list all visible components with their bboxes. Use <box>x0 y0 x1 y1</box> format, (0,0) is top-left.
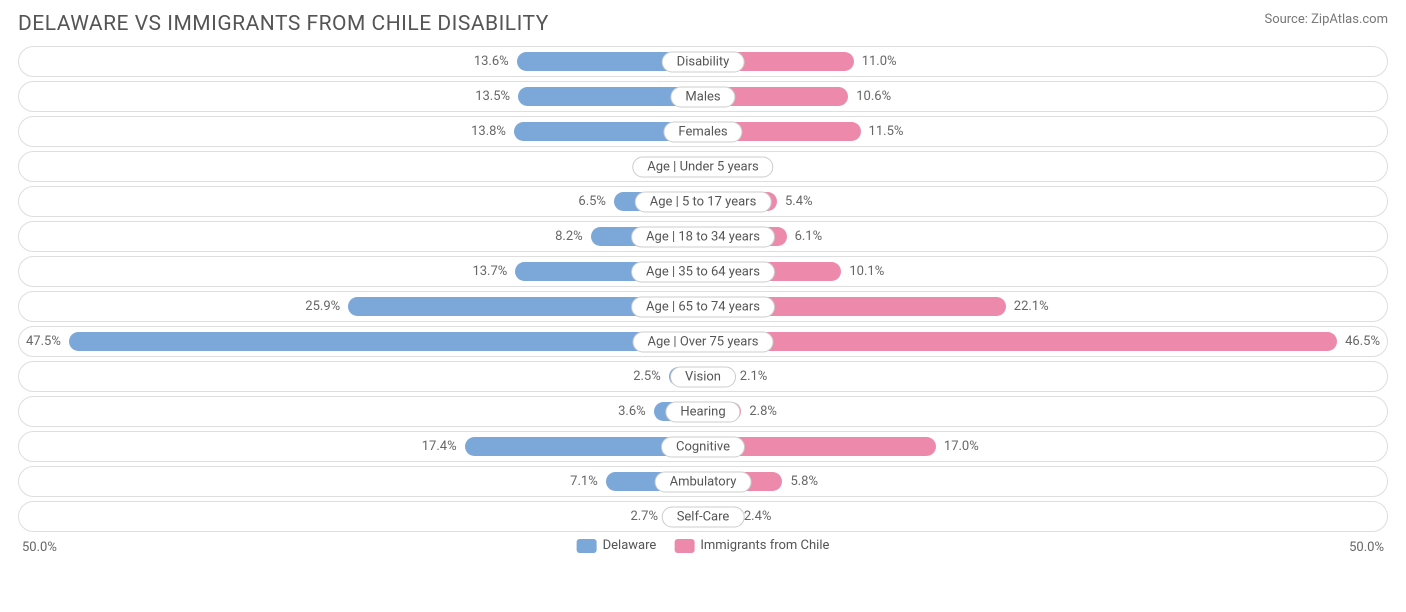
category-label: Age | Under 5 years <box>632 156 773 177</box>
chart-row: 2.5% 2.1%Vision <box>18 361 1388 392</box>
row-right-half: 10.1% <box>703 256 1388 287</box>
right-value: 46.5% <box>1337 334 1388 349</box>
category-label: Cognitive <box>661 436 745 457</box>
category-label: Age | 35 to 64 years <box>631 261 775 282</box>
right-value: 5.4% <box>777 194 821 209</box>
left-value: 3.6% <box>610 404 654 419</box>
diverging-bar-chart: 13.6% 11.0% Disability 13.5% 10.6% Males 13.8%… <box>0 40 1406 532</box>
right-value: 11.5% <box>861 124 912 139</box>
row-left-half: 2.5% <box>18 361 703 392</box>
left-value: 13.7% <box>464 264 515 279</box>
row-left-half: 2.7% <box>18 501 703 532</box>
row-left-half: 13.7% <box>18 256 703 287</box>
category-label: Disability <box>662 51 745 72</box>
chart-row: 1.5%1.3%Age | Under 5 years <box>18 151 1388 182</box>
chart-row: 8.2% 6.1% Age | 18 to 34 years <box>18 221 1388 252</box>
legend-label-right: Immigrants from Chile <box>700 538 829 553</box>
row-right-half: 10.6% <box>703 81 1388 112</box>
right-value: 17.0% <box>936 439 987 454</box>
chart-row: 13.6% 11.0% Disability <box>18 46 1388 77</box>
row-left-half: 13.6% <box>18 46 703 77</box>
left-value: 8.2% <box>547 229 591 244</box>
row-right-half: 6.1% <box>703 221 1388 252</box>
row-left-half: 1.5% <box>18 151 703 182</box>
row-left-half: 8.2% <box>18 221 703 252</box>
right-value: 10.1% <box>841 264 892 279</box>
row-right-half: 2.8% <box>703 396 1388 427</box>
left-value: 13.5% <box>467 89 518 104</box>
category-label: Age | 18 to 34 years <box>631 226 775 247</box>
source-attribution: Source: ZipAtlas.com <box>1264 12 1388 27</box>
category-label: Self-Care <box>662 506 745 527</box>
row-right-half: 5.8% <box>703 466 1388 497</box>
chart-title: DELAWARE VS IMMIGRANTS FROM CHILE DISABI… <box>18 12 549 36</box>
row-right-half: 2.1% <box>703 361 1388 392</box>
left-value: 13.6% <box>466 54 517 69</box>
right-bar <box>703 332 1337 351</box>
row-left-half: 13.5% <box>18 81 703 112</box>
chart-footer: 50.0% 50.0% Delaware Immigrants from Chi… <box>18 536 1388 564</box>
left-bar <box>69 332 703 351</box>
row-right-half: 46.5% <box>703 326 1388 357</box>
row-left-half: 13.8% <box>18 116 703 147</box>
chart-row: 13.8% 11.5% Females <box>18 116 1388 147</box>
chart-row: 2.7% 2.4%Self-Care <box>18 501 1388 532</box>
category-label: Females <box>663 121 742 142</box>
left-value: 6.5% <box>570 194 614 209</box>
right-value: 2.1% <box>732 369 776 384</box>
category-label: Males <box>670 86 735 107</box>
left-value: 13.8% <box>463 124 514 139</box>
left-value: 17.4% <box>414 439 465 454</box>
category-label: Age | 65 to 74 years <box>631 296 775 317</box>
legend-swatch-left <box>577 539 597 553</box>
left-value: 2.7% <box>622 509 666 524</box>
left-value: 47.5% <box>18 334 69 349</box>
row-left-half: 17.4% <box>18 431 703 462</box>
category-label: Hearing <box>665 401 740 422</box>
axis-max-left: 50.0% <box>22 540 57 555</box>
chart-row: 47.5% 46.5% Age | Over 75 years <box>18 326 1388 357</box>
left-value: 2.5% <box>625 369 669 384</box>
right-value: 6.1% <box>787 229 831 244</box>
chart-row: 13.5% 10.6% Males <box>18 81 1388 112</box>
chart-row: 17.4% 17.0% Cognitive <box>18 431 1388 462</box>
row-left-half: 3.6% <box>18 396 703 427</box>
row-left-half: 6.5% <box>18 186 703 217</box>
category-label: Age | Over 75 years <box>633 331 774 352</box>
row-right-half: 2.4% <box>703 501 1388 532</box>
legend-label-left: Delaware <box>603 538 657 553</box>
row-left-half: 47.5% <box>18 326 703 357</box>
chart-row: 6.5% 5.4% Age | 5 to 17 years <box>18 186 1388 217</box>
category-label: Vision <box>670 366 736 387</box>
chart-header: DELAWARE VS IMMIGRANTS FROM CHILE DISABI… <box>0 0 1406 40</box>
row-right-half: 11.5% <box>703 116 1388 147</box>
right-value: 2.8% <box>741 404 785 419</box>
row-left-half: 7.1% <box>18 466 703 497</box>
category-label: Ambulatory <box>655 471 752 492</box>
chart-row: 3.6% 2.8%Hearing <box>18 396 1388 427</box>
legend-swatch-right <box>674 539 694 553</box>
legend: Delaware Immigrants from Chile <box>577 538 830 553</box>
left-value: 7.1% <box>562 474 606 489</box>
chart-row: 7.1% 5.8% Ambulatory <box>18 466 1388 497</box>
row-left-half: 25.9% <box>18 291 703 322</box>
right-value: 10.6% <box>848 89 899 104</box>
legend-item-left: Delaware <box>577 538 657 553</box>
axis-max-right: 50.0% <box>1349 540 1384 555</box>
right-value: 11.0% <box>854 54 905 69</box>
right-value: 22.1% <box>1006 299 1057 314</box>
chart-row: 13.7% 10.1% Age | 35 to 64 years <box>18 256 1388 287</box>
row-right-half: 11.0% <box>703 46 1388 77</box>
row-right-half: 1.3% <box>703 151 1388 182</box>
right-value: 5.8% <box>782 474 826 489</box>
left-value: 25.9% <box>297 299 348 314</box>
chart-row: 25.9% 22.1% Age | 65 to 74 years <box>18 291 1388 322</box>
legend-item-right: Immigrants from Chile <box>674 538 829 553</box>
category-label: Age | 5 to 17 years <box>635 191 772 212</box>
row-right-half: 22.1% <box>703 291 1388 322</box>
row-right-half: 5.4% <box>703 186 1388 217</box>
row-right-half: 17.0% <box>703 431 1388 462</box>
